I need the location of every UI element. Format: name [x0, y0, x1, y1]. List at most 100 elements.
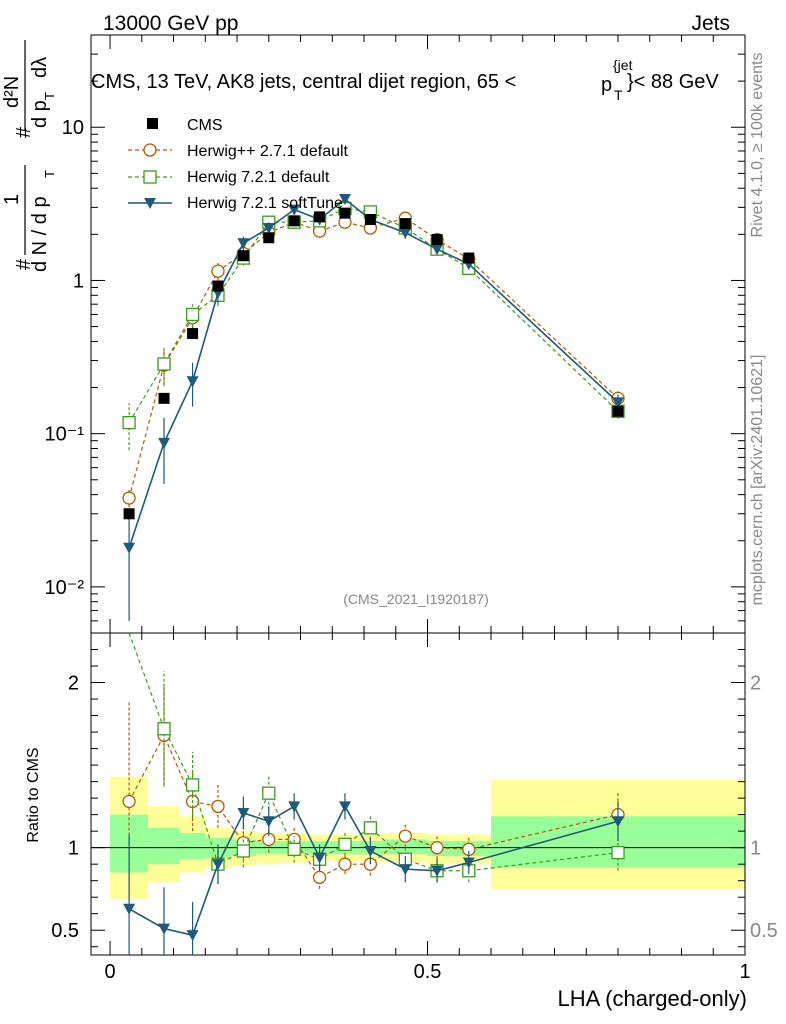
main-y-tick-label: 10: [62, 117, 84, 139]
main-point-3: [158, 437, 171, 449]
cms-point: [364, 213, 376, 225]
legend-marker-cms: [147, 118, 158, 129]
y-title-one: 1: [1, 194, 23, 205]
legend-label-cms: CMS: [187, 117, 223, 134]
ratio-point-3: [364, 845, 377, 857]
ratio-series: [122, 632, 625, 955]
main-y-tick-label: 10⁻²: [45, 577, 85, 599]
main-line-1: [128, 217, 619, 499]
x-axis-label: LHA (charged-only): [557, 986, 747, 1011]
cms-point: [123, 508, 135, 520]
main-point-3: [237, 238, 250, 250]
main-frame: 10⁻² 10⁻¹ 1 10: [45, 34, 746, 634]
ratio-point-3: [237, 807, 250, 819]
legend-label-softtune: Herwig 7.2.1 softTune: [187, 195, 343, 212]
ratio-point-1: [398, 829, 412, 843]
source-label: mcplots.cern.ch [arXiv:2401.10621]: [749, 355, 766, 606]
cms-point: [399, 218, 411, 230]
plot-title-sub: T: [614, 87, 623, 103]
analysis-id: (CMS_2021_I1920187): [343, 591, 489, 607]
ratio-y-tick-label: 1: [68, 838, 79, 860]
ratio-point-3: [186, 930, 199, 942]
main-series: [122, 194, 625, 621]
ratio-point-3: [123, 903, 136, 915]
cms-point: [187, 328, 199, 340]
y-title-dndpt: d N / d p: [29, 196, 51, 272]
rivet-label: Rivet 4.1.0, ≥ 100k events: [749, 53, 766, 238]
cms-point: [212, 280, 224, 292]
band-green-11: [427, 841, 492, 856]
y-title-hash: #: [13, 258, 35, 270]
plot-title: CMS, 13 TeV, AK8 jets, central dijet reg…: [91, 57, 719, 103]
plot-title-sup: {jet: [613, 57, 633, 73]
cms-point: [288, 215, 300, 227]
ratio-point-2: [236, 844, 251, 858]
main-point-1: [122, 491, 136, 505]
cms-point: [314, 211, 326, 223]
y-title-d2n: d²N: [1, 76, 23, 108]
main-y-tick-label: 1: [73, 270, 84, 292]
main-point-3: [288, 204, 301, 216]
ratio-point-2: [262, 786, 276, 800]
ratio-point-1: [211, 799, 225, 814]
ratio-point-2: [363, 821, 378, 835]
ratio-point-3: [211, 859, 224, 871]
ratio-point-3: [612, 816, 625, 828]
main-y-axis-title: # 1 d N / d p T # d²N d p T dλ: [1, 40, 57, 272]
y-title-dpt: d p: [29, 100, 51, 128]
cms-point: [158, 392, 170, 404]
main-series-2: [122, 201, 625, 451]
y-title-dpt-sub: T: [42, 92, 57, 100]
legend-marker-herwig721: [143, 170, 157, 184]
ratio-y-tick-label-right: 1: [750, 838, 761, 860]
x-tick-label: 0: [104, 961, 115, 983]
main-point-3: [262, 222, 275, 234]
ratio-point-2: [185, 778, 200, 792]
ratio-line-3: [128, 804, 619, 937]
plot-title-prefix: CMS, 13 TeV, AK8 jets, central dijet reg…: [91, 71, 516, 93]
ratio-point-2: [287, 842, 301, 856]
ratio-plot-frame: [90, 632, 746, 956]
main-point-1: [211, 264, 225, 278]
main-point-2: [157, 357, 171, 371]
cms-point: [339, 207, 351, 219]
category-label: Jets: [691, 12, 730, 35]
cms-point: [263, 232, 275, 244]
main-series-3: [123, 194, 625, 621]
legend-marker-softtune: [144, 198, 156, 209]
ratio-point-2: [338, 837, 352, 852]
ratio-point-3: [338, 801, 351, 813]
main-y-tick-label: 10⁻¹: [45, 424, 85, 446]
ratio-y-tick-label: 0.5: [51, 920, 79, 942]
energy-label: 13000 GeV pp: [103, 12, 238, 35]
main-point-3: [612, 397, 625, 409]
band-green-1: [148, 827, 180, 865]
ratio-point-3: [158, 923, 171, 935]
ratio-point-3: [399, 864, 412, 876]
main-point-3: [431, 244, 444, 256]
ratio-y-tick-label: 2: [68, 673, 79, 695]
x-tick-label: 0.5: [414, 961, 442, 983]
legend-label-herwigpp: Herwig++ 2.7.1 default: [187, 143, 349, 160]
cms-point: [463, 252, 475, 264]
main-point-2: [185, 307, 200, 322]
legend: CMS Herwig++ 2.7.1 default Herwig 7.2.1 …: [128, 117, 349, 212]
plot-title-suffix: }< 88 GeV: [627, 71, 719, 93]
main-point-2: [122, 416, 136, 430]
ratio-point-1: [338, 857, 352, 871]
ratio-point-3: [262, 816, 275, 828]
main-point-3: [123, 542, 136, 554]
legend-marker-herwigpp: [143, 143, 157, 157]
ratio-point-3: [431, 865, 444, 877]
ratio-y-tick-label-right: 2: [750, 673, 761, 695]
main-series-cms: [123, 207, 624, 520]
ratio-point-1: [312, 870, 327, 885]
main-point-3: [338, 194, 351, 206]
band-green-2: [179, 832, 206, 860]
ratio-point-2: [157, 722, 171, 736]
ratio-y-label: Ratio to CMS: [25, 747, 42, 842]
ratio-point-3: [462, 857, 475, 869]
y-title-dndpt-sub: T: [42, 170, 57, 178]
ratio-point-1: [430, 841, 444, 855]
